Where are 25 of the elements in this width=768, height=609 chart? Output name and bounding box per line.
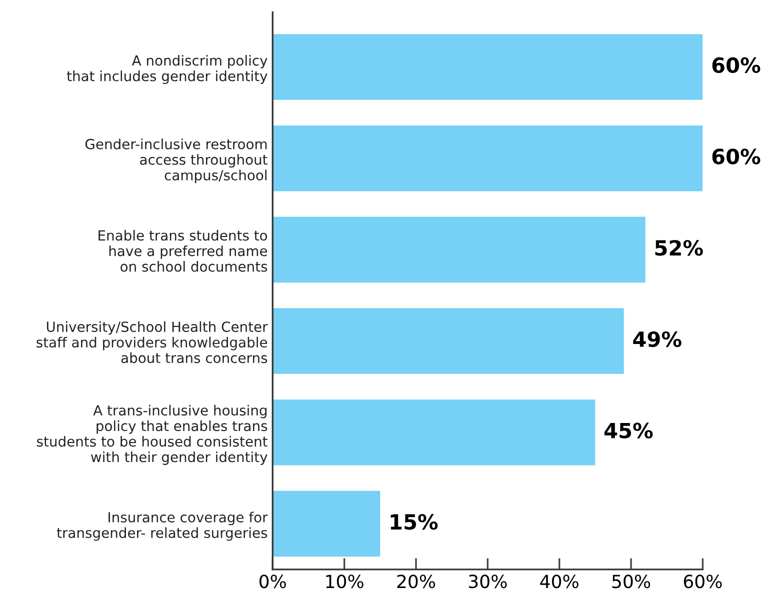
x-tick-label: 50%	[612, 574, 650, 588]
data-label: 49%	[633, 331, 682, 348]
bar	[272, 216, 646, 283]
bar	[272, 490, 380, 557]
data-label: 15%	[390, 514, 438, 530]
y-tick-label: Enable trans students to have a preferred name on school documents	[98, 230, 268, 272]
y-tick-label: University/School Health Center staff and providers knowledgable about trans concerns	[36, 321, 268, 364]
bar	[272, 400, 596, 466]
x-tick-label: 10%	[326, 574, 364, 588]
data-label: 60%	[712, 57, 760, 74]
y-tick-label: A trans-inclusive housing policy that enables trans students to be housed consistent with their gender identity	[37, 404, 268, 465]
x-tick-label: 40%	[540, 574, 578, 588]
data-label: 60%	[712, 148, 760, 164]
x-tick-label: 30%	[468, 574, 507, 588]
y-tick-label: Gender-inclusive restroom access throughout campus/school	[85, 138, 268, 184]
bar	[272, 34, 703, 100]
bar	[272, 125, 703, 192]
y-tick-label: Insurance coverage for transgender- related surgeries	[56, 512, 268, 541]
data-label: 52%	[655, 240, 703, 256]
x-tick-label: 20%	[397, 574, 436, 588]
x-tick-label: 0%	[260, 574, 286, 588]
x-tick-label: 60%	[684, 574, 722, 588]
bar	[272, 308, 624, 374]
y-tick-label: A nondiscrim policy that includes gender identity	[66, 54, 268, 84]
data-label: 45%	[604, 422, 653, 438]
